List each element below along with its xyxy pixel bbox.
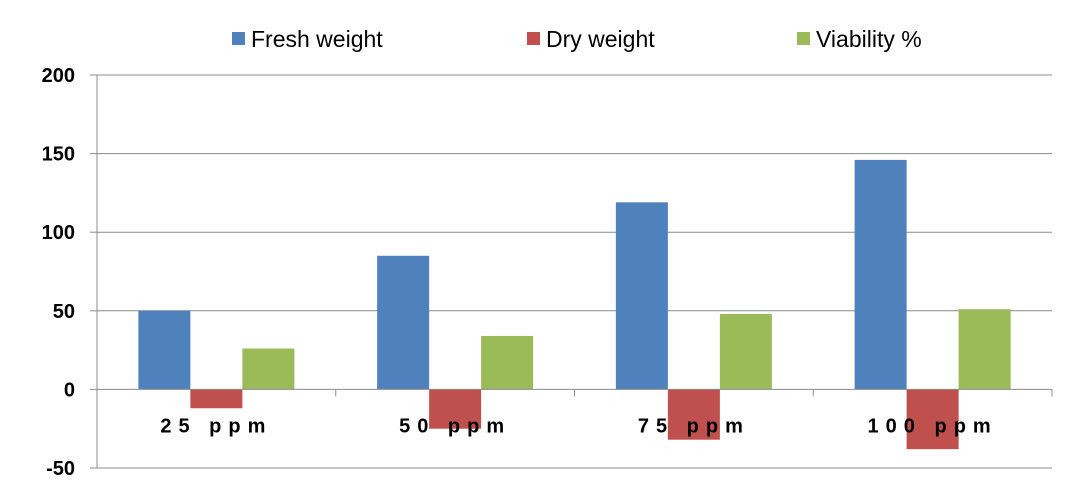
- category-label: 100 ppm: [868, 415, 998, 437]
- bars: [138, 159, 1011, 450]
- bar: [429, 389, 482, 429]
- bar: [242, 348, 295, 390]
- y-tick-label: 100: [42, 222, 75, 244]
- legend-swatch: [527, 32, 540, 45]
- legend-label: Fresh weight: [251, 26, 383, 52]
- legend-label: Viability %: [816, 26, 922, 52]
- y-tick-labels: -50 0 50 100 150 200: [42, 65, 75, 480]
- bar: [719, 313, 772, 390]
- y-tick-label: 150: [42, 144, 75, 166]
- legend-swatch: [232, 32, 245, 45]
- bar: [615, 202, 668, 390]
- bar: [906, 389, 959, 450]
- category-label: 75 ppm: [638, 415, 750, 437]
- bar: [854, 159, 907, 390]
- legend-label: Dry weight: [546, 26, 655, 52]
- category-label: 50 ppm: [399, 415, 511, 437]
- bar: [481, 335, 534, 390]
- category-labels: 25 ppm 50 ppm 75 ppm 100 ppm: [160, 415, 998, 437]
- axes: [90, 74, 1053, 469]
- bar: [667, 389, 720, 440]
- bar: [958, 309, 1011, 390]
- bar: [138, 310, 191, 390]
- y-tick-label: 0: [64, 379, 75, 401]
- legend-swatch: [797, 32, 810, 45]
- legend: Fresh weight Dry weight Viability %: [232, 26, 922, 52]
- category-label: 25 ppm: [160, 415, 272, 437]
- y-tick-label: 200: [42, 65, 75, 87]
- bar: [377, 255, 430, 390]
- y-tick-label: 50: [53, 301, 75, 323]
- y-tick-label: -50: [46, 458, 75, 480]
- bar: [190, 389, 243, 409]
